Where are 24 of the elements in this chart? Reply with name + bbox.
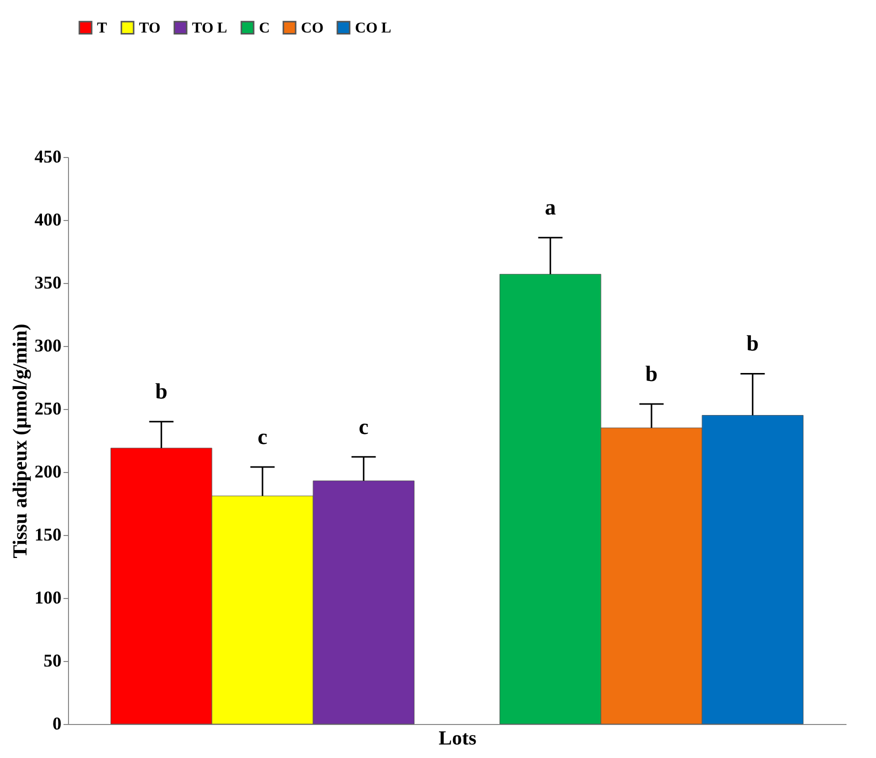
y-tick-label: 100 (34, 588, 62, 608)
legend-label: CO (301, 20, 324, 37)
legend-label: TO (139, 20, 160, 37)
legend-label: C (259, 20, 270, 37)
y-tick-label: 400 (34, 210, 62, 230)
data-label: b (645, 360, 658, 386)
y-tick-label: 350 (34, 272, 62, 292)
y-tick-label: 150 (34, 524, 62, 544)
y-tick-label: 200 (34, 462, 62, 482)
legend-label: T (97, 20, 108, 37)
legend-label: TO L (192, 20, 228, 37)
y-axis-title: Tissu adipeux (µmol/g/min) (10, 324, 32, 558)
y-tick-label: 50 (44, 650, 62, 670)
y-tick-label: 300 (34, 336, 62, 356)
legend-label: CO L (355, 20, 392, 37)
y-tick-label: 0 (52, 714, 62, 734)
data-label: b (746, 330, 759, 356)
x-axis-title: Lots (438, 728, 477, 750)
y-tick-label: 450 (34, 146, 62, 166)
y-tick-label: 250 (34, 398, 62, 418)
data-label: a (544, 194, 556, 220)
data-label: b (155, 378, 168, 404)
data-label: c (358, 414, 369, 439)
data-label: c (258, 424, 268, 449)
